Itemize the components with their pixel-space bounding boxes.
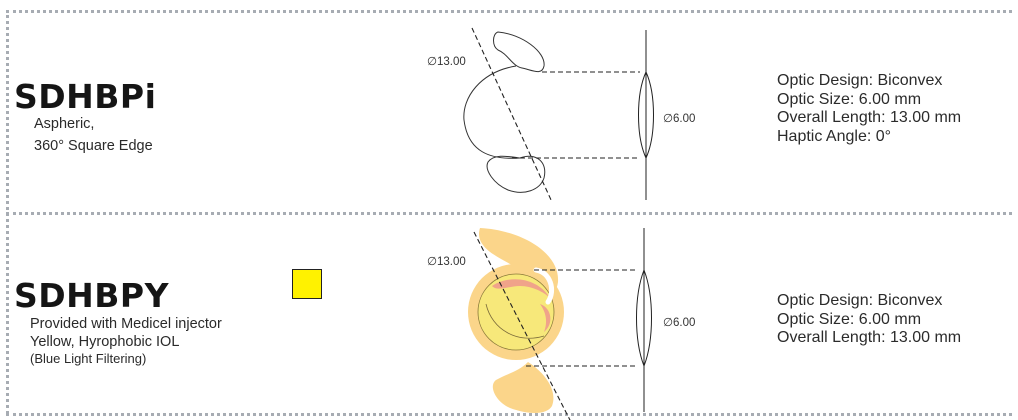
haptic-join [533, 267, 554, 305]
optic-size-label: ∅6.00 [663, 113, 696, 125]
spec-list: Optic Design: Biconvex Optic Size: 6.00 … [777, 292, 961, 348]
spec-overall-length: Overall Length: 13.00 mm [777, 109, 962, 127]
optic-body [463, 65, 521, 159]
optic-side-profile [636, 268, 652, 368]
optic-body [477, 273, 555, 351]
description-line: Yellow, Hyrophobic IOL [30, 333, 180, 350]
spec-list: Optic Design: Biconvex Optic Size: 6.00 … [777, 72, 961, 147]
model-name: SDHBPY [14, 276, 170, 315]
spec-haptic-angle: Haptic Angle: 0° [777, 128, 892, 146]
model-description: Aspheric, 360° Square Edge [34, 113, 153, 158]
spec-optic-design: Optic Design: Biconvex [777, 72, 943, 89]
product-sdhbpy: SDHBPY Provided with Medicel injector Ye… [0, 212, 1018, 420]
section-divider [6, 212, 1012, 215]
description-line: Provided with Medicel injector [30, 316, 222, 332]
description-line: Aspheric, [34, 116, 95, 132]
model-name: SDHBPi [14, 77, 157, 116]
product-sdhbpi: SDHBPi Aspheric, 360° Square Edge ∅13.00… [14, 27, 961, 203]
overall-length-label: ∅13.00 [427, 256, 466, 268]
optic-accent [492, 279, 550, 298]
lower-haptic [486, 155, 546, 193]
lens-diagram [468, 228, 652, 420]
optic-side-profile [638, 70, 654, 160]
top-dotted-border [6, 10, 1012, 13]
bottom-dotted-border [6, 413, 1012, 416]
spec-optic-design: Optic Design: Biconvex [777, 292, 943, 309]
optic-inner-arc [485, 303, 545, 339]
description-line: 360° Square Edge [34, 138, 153, 155]
lower-haptic [492, 362, 554, 413]
lens-diagram [463, 27, 654, 203]
upper-haptic [493, 31, 545, 73]
description-line: (Blue Light Filtering) [30, 351, 147, 367]
optic-accent [540, 304, 551, 332]
spec-overall-length: Overall Length: 13.00 mm [777, 329, 962, 347]
overall-length-line [473, 231, 571, 420]
spec-optic-size: Optic Size: 6.00 mm [777, 310, 922, 328]
optic-size-label: ∅6.00 [663, 317, 696, 329]
model-description: Provided with Medicel injector Yellow, H… [30, 316, 222, 367]
yellow-color-swatch [292, 269, 322, 299]
overall-length-label: ∅13.00 [427, 56, 466, 68]
spec-optic-size: Optic Size: 6.00 mm [777, 90, 922, 108]
